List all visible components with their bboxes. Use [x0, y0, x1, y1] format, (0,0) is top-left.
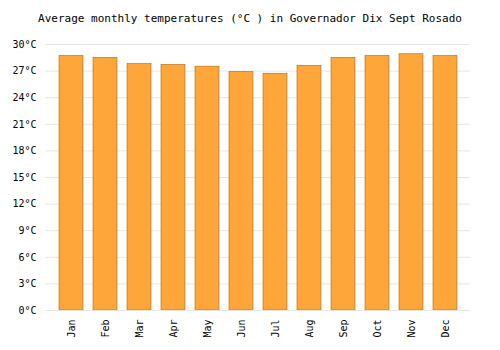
svg-text:15°C: 15°C — [12, 172, 36, 183]
svg-text:Nov: Nov — [406, 320, 417, 338]
svg-text:27°C: 27°C — [12, 65, 36, 76]
svg-text:3°C: 3°C — [18, 278, 36, 289]
svg-text:Jan: Jan — [66, 320, 77, 338]
svg-text:Sep: Sep — [338, 320, 349, 338]
svg-text:Aug: Aug — [304, 320, 315, 338]
svg-text:30°C: 30°C — [12, 39, 36, 50]
svg-text:18°C: 18°C — [12, 145, 36, 156]
svg-text:6°C: 6°C — [18, 252, 36, 263]
svg-text:Dec: Dec — [440, 320, 451, 338]
svg-text:Oct: Oct — [372, 320, 383, 338]
svg-text:0°C: 0°C — [18, 305, 36, 316]
svg-text:12°C: 12°C — [12, 198, 36, 209]
html-text:Average monthly temperatures (: Average monthly temperatures (°C ) in Go… — [38, 12, 462, 25]
svg-text:Apr: Apr — [168, 320, 179, 338]
svg-text:Feb: Feb — [100, 320, 111, 338]
svg-text:24°C: 24°C — [12, 92, 36, 103]
svg-text:May: May — [202, 320, 213, 338]
svg-text:Mar: Mar — [134, 320, 145, 338]
svg-text:Jul: Jul — [270, 320, 281, 338]
svg-text:9°C: 9°C — [18, 225, 36, 236]
svg-text:Jun: Jun — [236, 320, 247, 338]
svg-text:21°C: 21°C — [12, 119, 36, 130]
